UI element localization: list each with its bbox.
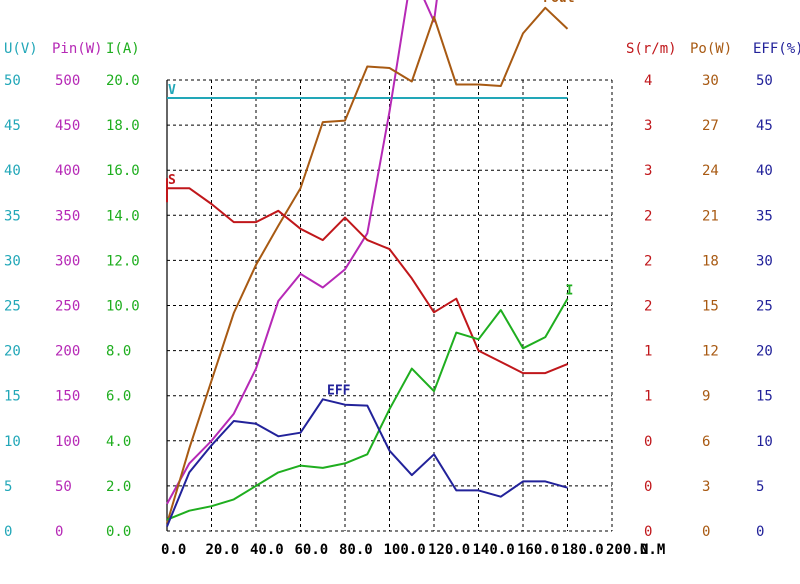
axis-tick-s: 4 (644, 73, 652, 89)
axis-tick-s: 0 (644, 434, 652, 450)
axis-tick-eff: 40 (756, 163, 773, 179)
axis-tick-po: 0 (702, 524, 710, 540)
series-label-s: S (168, 173, 176, 188)
axis-tick-pin: 150 (55, 389, 80, 405)
axis-tick-po: 24 (702, 163, 719, 179)
axis-header-eff: EFF(%) (753, 41, 800, 57)
axis-tick-u: 20 (4, 344, 21, 360)
axis-tick-u: 35 (4, 208, 21, 224)
x-axis-label: N.M (640, 542, 665, 558)
axis-tick-s: 1 (644, 344, 652, 360)
axis-tick-i: 20.0 (106, 73, 140, 89)
x-tick-label: 40.0 (250, 542, 284, 558)
axis-tick-eff: 50 (756, 73, 773, 89)
axis-tick-i: 8.0 (106, 344, 131, 360)
series-line-i (166, 298, 569, 521)
axis-tick-po: 21 (702, 208, 719, 224)
axis-header-pin: Pin(W) (52, 41, 103, 57)
axis-tick-pin: 50 (55, 479, 72, 495)
axis-tick-i: 12.0 (106, 253, 140, 269)
axis-tick-po: 6 (702, 434, 710, 450)
axis-tick-u: 10 (4, 434, 21, 450)
axis-tick-eff: 10 (756, 434, 773, 450)
x-tick-label: 20.0 (206, 542, 240, 558)
axis-tick-s: 3 (644, 118, 652, 134)
axis-tick-po: 3 (702, 479, 710, 495)
series-line-pin (166, 0, 438, 505)
x-tick-label: 200.0 (606, 542, 648, 558)
axis-tick-po: 27 (702, 118, 719, 134)
x-tick-label: 120.0 (428, 542, 470, 558)
axis-tick-eff: 0 (756, 524, 764, 540)
axis-tick-pin: 200 (55, 344, 80, 360)
series-label-i: I (566, 284, 574, 299)
axis-tick-u: 5 (4, 479, 12, 495)
axis-tick-i: 14.0 (106, 208, 140, 224)
series-label-layer: VPinPoutSIEFF (168, 0, 575, 399)
x-tick-label: 0.0 (161, 542, 186, 558)
series-label-eff: EFF (327, 384, 351, 399)
axis-tick-pin: 0 (55, 524, 63, 540)
axis-header-i: I(A) (106, 41, 140, 57)
axis-tick-pin: 250 (55, 299, 80, 315)
axis-tick-i: 18.0 (106, 118, 140, 134)
axis-tick-s: 2 (644, 253, 652, 269)
axis-tick-u: 45 (4, 118, 21, 134)
chart-grid (166, 79, 613, 532)
axis-tick-po: 9 (702, 389, 710, 405)
axis-tick-pin: 500 (55, 73, 80, 89)
axis-tick-u: 30 (4, 253, 21, 269)
axis-tick-s: 2 (644, 299, 652, 315)
axis-tick-u: 40 (4, 163, 21, 179)
axis-tick-eff: 25 (756, 299, 773, 315)
x-tick-label: 160.0 (517, 542, 559, 558)
axis-tick-i: 10.0 (106, 299, 140, 315)
series-line-s (167, 187, 568, 375)
series-label-v: V (168, 83, 176, 98)
axis-tick-u: 25 (4, 299, 21, 315)
axis-tick-i: 6.0 (106, 389, 131, 405)
x-tick-label: 80.0 (339, 542, 373, 558)
axis-tick-s: 3 (644, 163, 652, 179)
axis-tick-po: 12 (702, 344, 719, 360)
series-line-eff (166, 398, 568, 527)
series-layer (166, 0, 569, 527)
x-tick-label: 140.0 (473, 542, 515, 558)
axis-tick-i: 16.0 (106, 163, 140, 179)
axis-tick-i: 0.0 (106, 524, 131, 540)
x-tick-label: 100.0 (384, 542, 426, 558)
axis-tick-u: 15 (4, 389, 21, 405)
axis-tick-eff: 5 (756, 479, 764, 495)
axis-tick-pin: 100 (55, 434, 80, 450)
axis-layer: U(V)05101520253035404550Pin(W)0501001502… (4, 41, 800, 558)
series-line-pout (166, 6, 569, 524)
axis-tick-i: 2.0 (106, 479, 131, 495)
axis-tick-pin: 400 (55, 163, 80, 179)
axis-tick-po: 18 (702, 253, 719, 269)
axis-tick-po: 30 (702, 73, 719, 89)
axis-header-u: U(V) (4, 41, 38, 57)
axis-tick-eff: 30 (756, 253, 773, 269)
series-label-pout: Pout (543, 0, 574, 6)
axis-tick-pin: 450 (55, 118, 80, 134)
axis-tick-pin: 350 (55, 208, 80, 224)
x-tick-label: 180.0 (562, 542, 604, 558)
axis-tick-eff: 45 (756, 118, 773, 134)
axis-tick-eff: 15 (756, 389, 773, 405)
x-tick-label: 60.0 (295, 542, 329, 558)
axis-header-s: S(r/m) (626, 41, 677, 57)
axis-tick-u: 0 (4, 524, 12, 540)
axis-header-po: Po(W) (690, 41, 732, 57)
axis-tick-s: 0 (644, 524, 652, 540)
axis-tick-po: 15 (702, 299, 719, 315)
axis-tick-eff: 35 (756, 208, 773, 224)
axis-tick-i: 4.0 (106, 434, 131, 450)
axis-tick-s: 0 (644, 479, 652, 495)
axis-tick-eff: 20 (756, 344, 773, 360)
axis-tick-pin: 300 (55, 253, 80, 269)
axis-tick-s: 2 (644, 208, 652, 224)
axis-tick-s: 1 (644, 389, 652, 405)
axis-tick-u: 50 (4, 73, 21, 89)
